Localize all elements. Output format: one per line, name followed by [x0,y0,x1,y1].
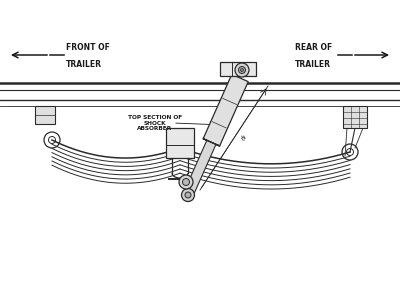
Bar [220,62,256,76]
Circle shape [179,175,193,189]
Text: FRONT OF: FRONT OF [66,43,110,52]
Circle shape [182,189,194,202]
Circle shape [182,179,190,185]
Circle shape [235,63,249,77]
Circle shape [185,192,191,198]
Polygon shape [203,74,248,146]
Bar [166,128,194,158]
Circle shape [238,66,246,74]
Text: REAR OF: REAR OF [295,43,332,52]
Text: TRAILER: TRAILER [295,60,331,69]
Polygon shape [184,139,220,197]
Bar [343,106,367,128]
Text: TRAILER: TRAILER [66,60,102,69]
Circle shape [240,68,244,72]
Text: 45: 45 [238,134,246,142]
Bar [35,106,55,124]
Text: TOP SECTION OF
SHOCK
ABSORBER: TOP SECTION OF SHOCK ABSORBER [128,115,182,131]
